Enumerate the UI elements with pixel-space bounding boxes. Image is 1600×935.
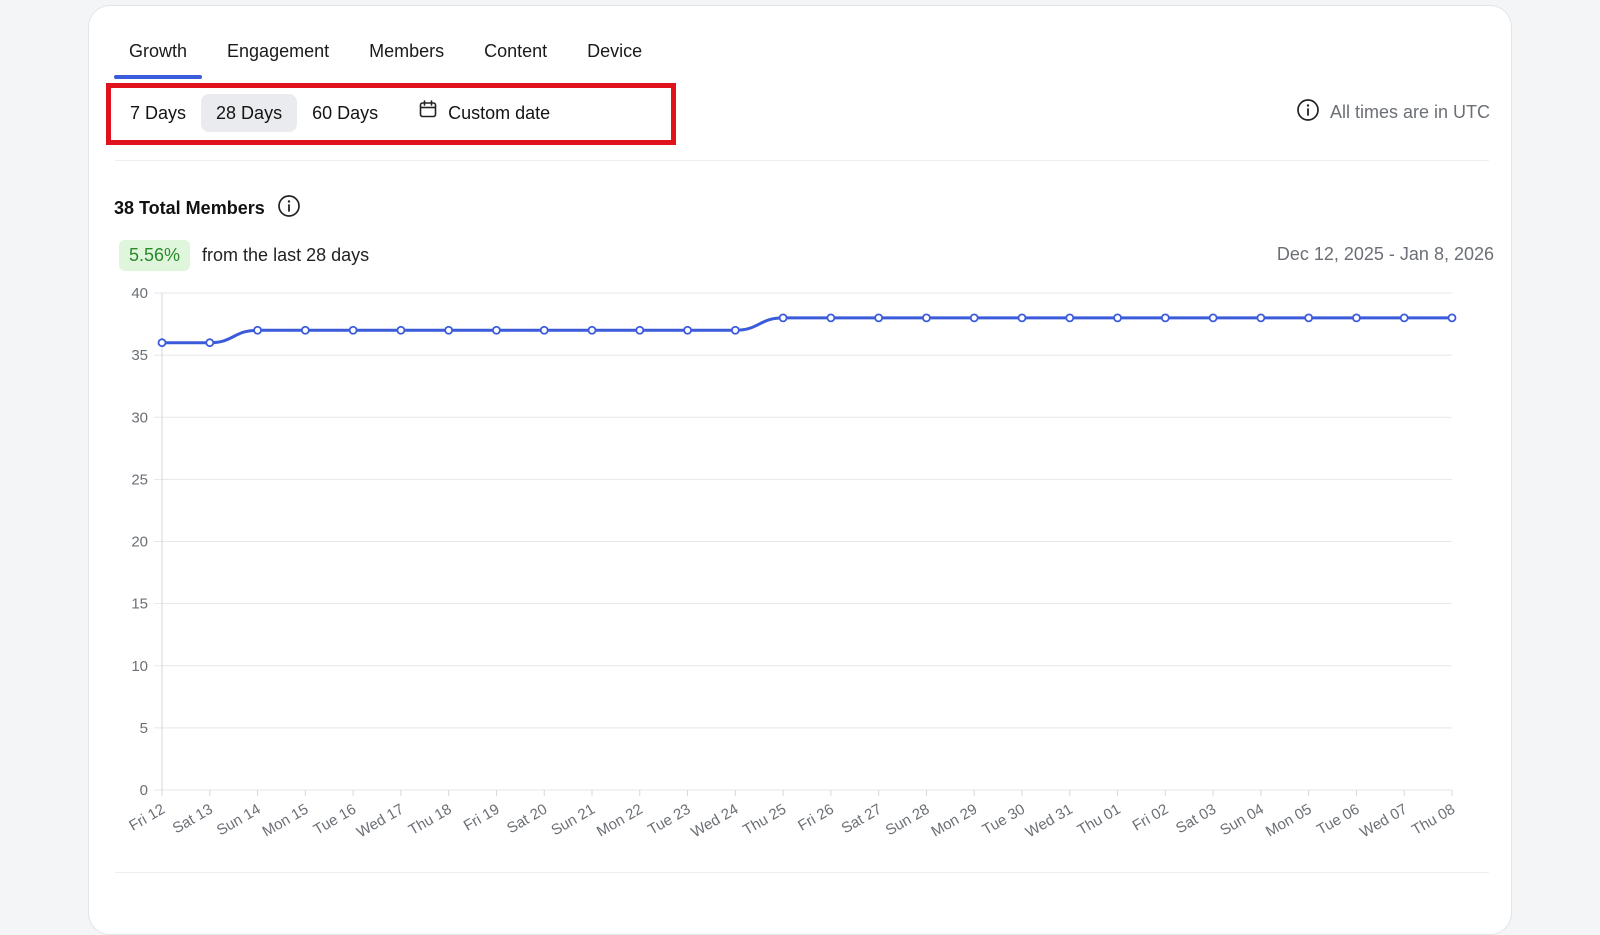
y-tick-label: 5 bbox=[140, 720, 148, 737]
data-point bbox=[1352, 313, 1361, 323]
x-tick-label: Fri 19 bbox=[461, 801, 503, 835]
change-text: from the last 28 days bbox=[202, 245, 370, 265]
tab-growth[interactable]: Growth bbox=[114, 30, 203, 79]
data-point bbox=[1160, 313, 1170, 323]
tab-device[interactable]: Device bbox=[587, 41, 643, 61]
tab-bar: Growth Engagement Members Content Device bbox=[114, 30, 667, 79]
range-60-days-button[interactable]: 60 Days bbox=[312, 103, 379, 123]
custom-date-label: Custom date bbox=[448, 103, 551, 123]
data-point bbox=[778, 313, 788, 323]
data-point bbox=[1017, 313, 1027, 323]
data-point bbox=[492, 325, 501, 335]
x-tick-label: Thu 18 bbox=[406, 801, 455, 839]
data-point bbox=[300, 325, 310, 335]
x-tick-label: Mon 15 bbox=[259, 801, 311, 841]
date-range-label: Dec 12, 2025 - Jan 8, 2026 bbox=[1276, 244, 1494, 264]
y-tick-label: 20 bbox=[131, 534, 148, 551]
data-point bbox=[826, 313, 836, 323]
x-tick-label: Wed 07 bbox=[1357, 801, 1410, 841]
y-tick-label: 10 bbox=[131, 658, 148, 675]
x-tick-label: Thu 25 bbox=[740, 801, 789, 839]
x-tick-label: Mon 22 bbox=[594, 801, 646, 841]
x-tick-label: Sat 20 bbox=[504, 801, 550, 837]
data-point bbox=[874, 313, 884, 323]
x-tick-label: Thu 01 bbox=[1075, 801, 1124, 839]
range-highlight-box bbox=[106, 83, 676, 145]
x-tick-label: Tue 23 bbox=[645, 801, 693, 839]
total-members-heading: 38 Total Members bbox=[114, 194, 301, 223]
x-tick-label: Tue 30 bbox=[980, 801, 1028, 839]
change-badge: 5.56% bbox=[119, 240, 191, 271]
x-tick-label: Sun 14 bbox=[214, 801, 264, 839]
y-tick-label: 40 bbox=[131, 285, 148, 302]
data-point bbox=[683, 325, 692, 335]
data-point bbox=[157, 338, 167, 348]
utc-note-text: All times are in UTC bbox=[1329, 102, 1490, 122]
tab-engagement[interactable]: Engagement bbox=[227, 41, 330, 61]
utc-note: All times are in UTC bbox=[1296, 98, 1490, 127]
calendar-icon bbox=[418, 94, 438, 132]
data-point bbox=[635, 325, 645, 335]
data-point bbox=[1065, 313, 1075, 323]
x-tick-label: Sat 13 bbox=[170, 801, 216, 837]
x-tick-label: Sun 28 bbox=[883, 801, 933, 839]
data-point bbox=[205, 338, 215, 348]
data-point bbox=[1113, 313, 1122, 323]
data-point bbox=[444, 325, 454, 335]
info-icon[interactable] bbox=[1296, 98, 1320, 127]
x-tick-label: Fri 02 bbox=[1130, 801, 1172, 835]
range-28-days-button[interactable]: 28 Days bbox=[201, 94, 298, 132]
data-point bbox=[969, 313, 979, 323]
data-point bbox=[587, 325, 597, 335]
data-point bbox=[539, 325, 549, 335]
x-tick-label: Sun 04 bbox=[1217, 801, 1267, 839]
x-tick-label: Thu 08 bbox=[1409, 801, 1458, 839]
info-icon[interactable] bbox=[277, 194, 301, 223]
x-tick-label: Sun 21 bbox=[548, 801, 598, 839]
data-point bbox=[1208, 313, 1218, 323]
data-point bbox=[348, 325, 358, 335]
x-tick-label: Wed 31 bbox=[1023, 801, 1076, 841]
data-point bbox=[922, 313, 931, 323]
tab-members[interactable]: Members bbox=[369, 41, 445, 61]
custom-date-button[interactable]: Custom date bbox=[403, 94, 565, 132]
data-point bbox=[730, 325, 740, 335]
x-tick-label: Wed 24 bbox=[688, 801, 741, 841]
y-tick-label: 35 bbox=[131, 347, 148, 364]
total-members-label: 38 Total Members bbox=[114, 198, 265, 218]
x-tick-label: Fri 12 bbox=[126, 801, 168, 835]
data-point bbox=[1399, 313, 1409, 323]
series-line bbox=[161, 316, 1452, 345]
x-tick-label: Sat 27 bbox=[839, 801, 885, 837]
y-tick-label: 15 bbox=[131, 596, 148, 613]
x-tick-label: Wed 17 bbox=[354, 801, 407, 841]
x-tick-label: Mon 29 bbox=[928, 801, 980, 841]
y-tick-label: 0 bbox=[140, 782, 148, 799]
x-tick-label: Tue 06 bbox=[1314, 801, 1362, 839]
x-tick-label: Fri 26 bbox=[795, 801, 837, 835]
change-row: 5.56% from the last 28 days bbox=[119, 240, 369, 271]
x-tick-label: Tue 16 bbox=[311, 801, 359, 839]
data-point bbox=[396, 325, 406, 335]
data-point bbox=[1447, 313, 1457, 323]
y-tick-label: 30 bbox=[131, 409, 148, 426]
divider bbox=[115, 160, 1489, 161]
data-point bbox=[253, 325, 262, 335]
divider bbox=[115, 872, 1489, 873]
members-line-chart: 0 5 10 15 20 25 30 35 40 Fri 12 Sat 13 Sun 14 Mon 15… bbox=[110, 282, 1480, 857]
range-7-days-button[interactable]: 7 Days bbox=[130, 103, 187, 123]
data-point bbox=[1304, 313, 1314, 323]
data-point bbox=[1256, 313, 1266, 323]
tab-content[interactable]: Content bbox=[484, 41, 548, 61]
y-tick-label: 25 bbox=[131, 471, 148, 488]
x-tick-label: Sat 03 bbox=[1173, 801, 1219, 837]
x-tick-label: Mon 05 bbox=[1263, 801, 1315, 841]
date-range-selector: 7 Days 28 Days 60 Days Custom date bbox=[115, 94, 565, 132]
